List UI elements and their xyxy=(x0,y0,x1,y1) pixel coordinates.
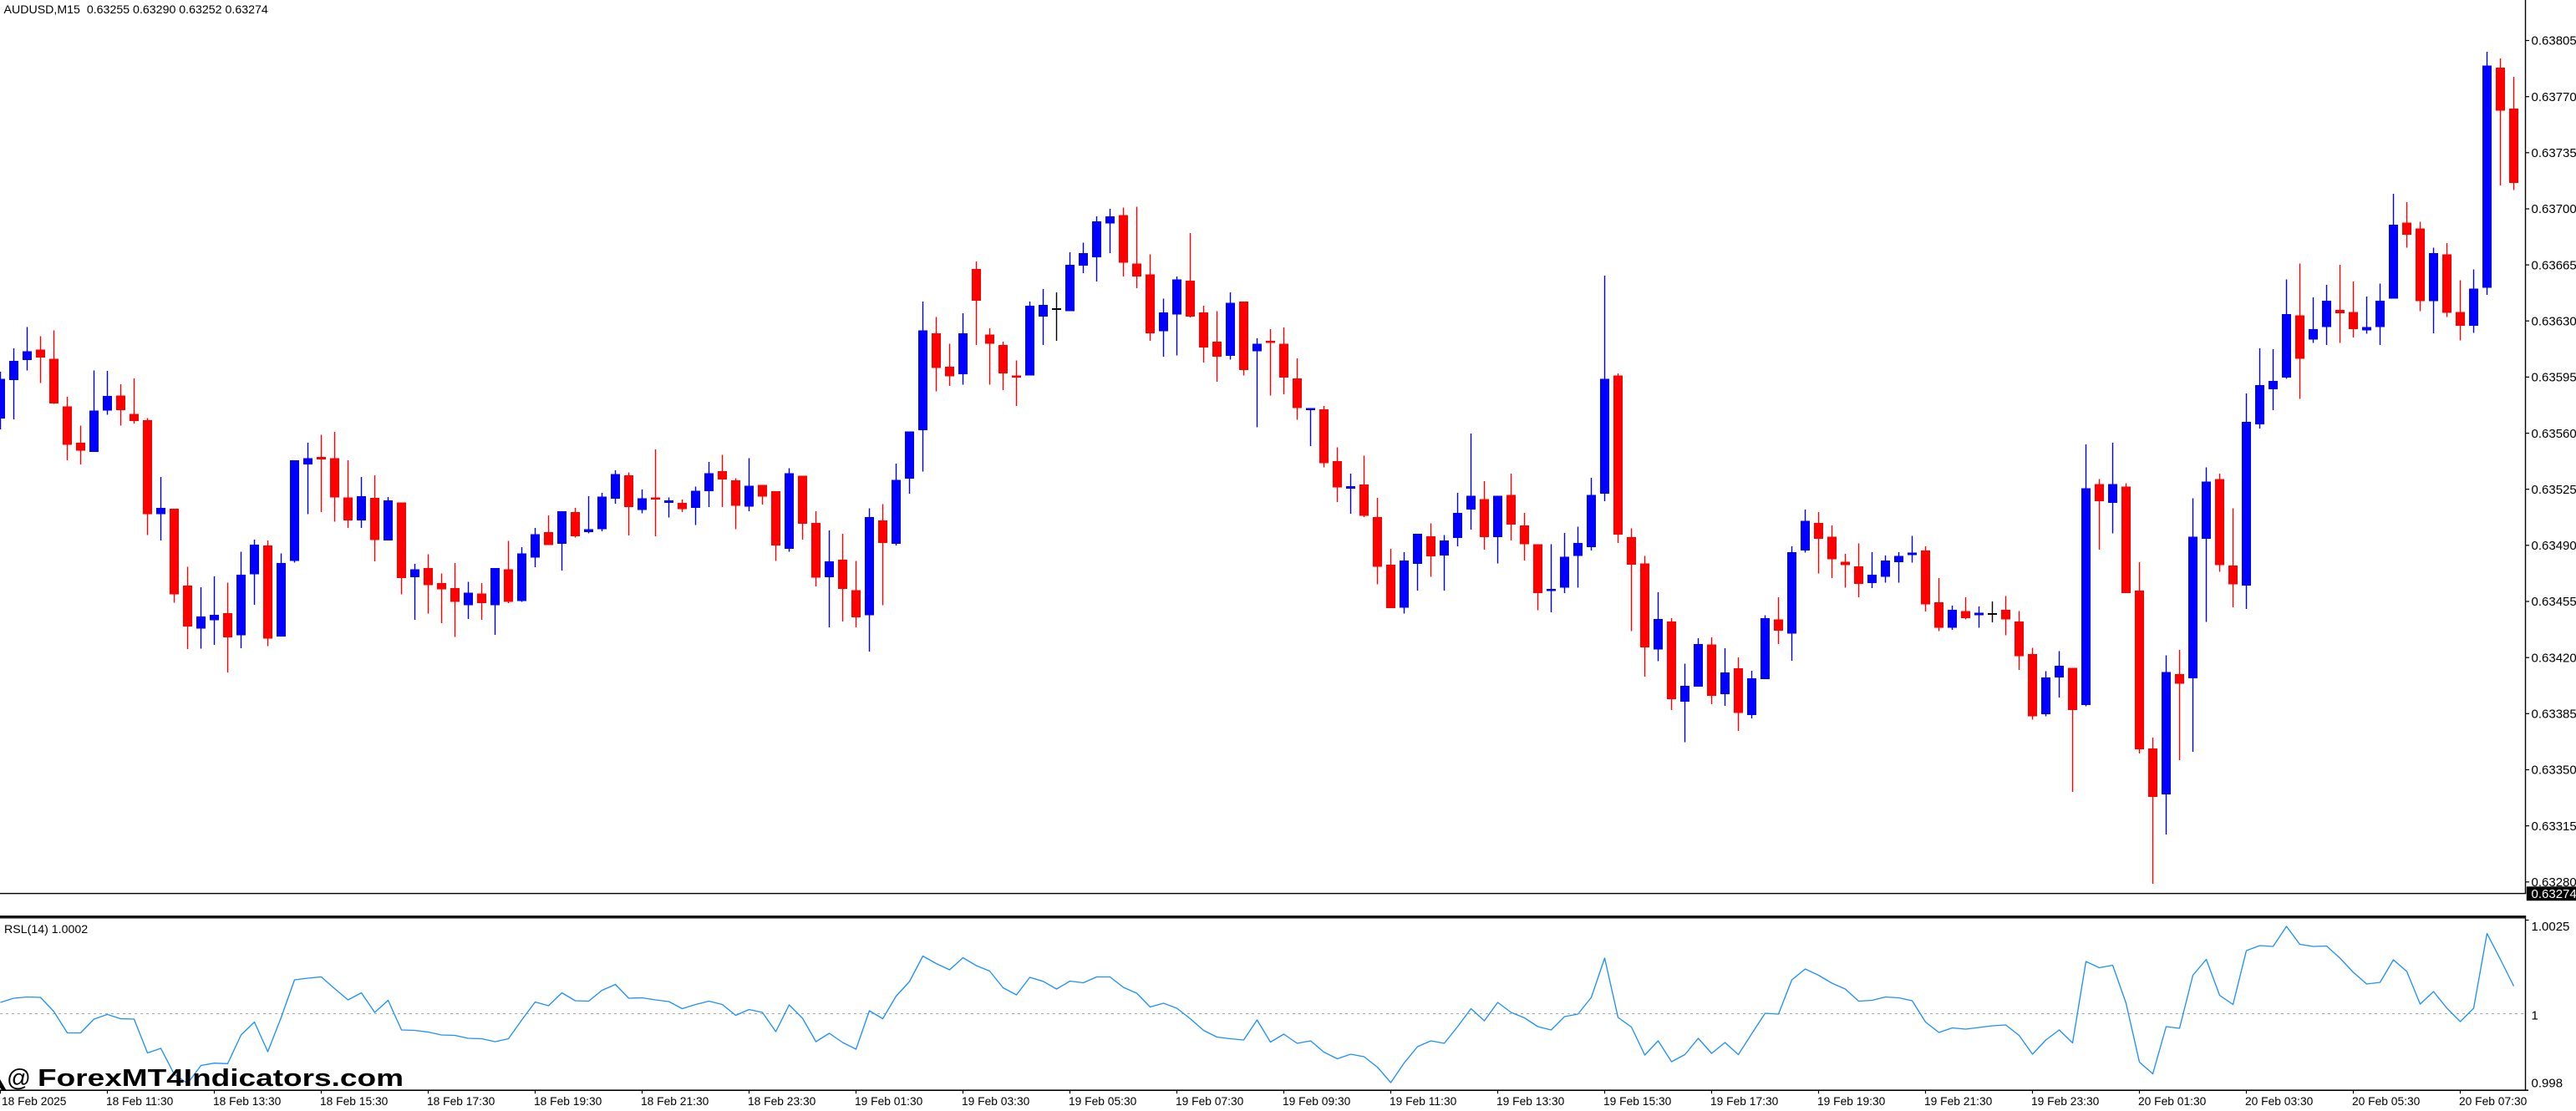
svg-text:19 Feb 03:30: 19 Feb 03:30 xyxy=(962,1095,1030,1107)
svg-text:18 Feb 21:30: 18 Feb 21:30 xyxy=(641,1095,709,1107)
svg-text:0.63490: 0.63490 xyxy=(2532,539,2576,553)
svg-text:19 Feb 17:30: 19 Feb 17:30 xyxy=(1710,1095,1779,1107)
svg-text:0.63350: 0.63350 xyxy=(2532,763,2576,778)
svg-text:0.63315: 0.63315 xyxy=(2532,819,2576,834)
svg-text:20 Feb 03:30: 20 Feb 03:30 xyxy=(2245,1095,2314,1107)
svg-text:AUDUSD,M15 0.63255 0.63290 0.: AUDUSD,M15 0.63255 0.63290 0.63252 0.632… xyxy=(4,3,268,17)
svg-text:19 Feb 23:30: 19 Feb 23:30 xyxy=(2031,1095,2100,1107)
svg-text:0.998: 0.998 xyxy=(2532,1077,2563,1091)
svg-text:0.63630: 0.63630 xyxy=(2532,314,2576,328)
svg-text:20 Feb 01:30: 20 Feb 01:30 xyxy=(2138,1095,2207,1107)
svg-text:18 Feb 13:30: 18 Feb 13:30 xyxy=(213,1095,282,1107)
svg-text:0.63385: 0.63385 xyxy=(2532,708,2576,722)
svg-text:RSL(14) 1.0002: RSL(14) 1.0002 xyxy=(4,923,88,936)
svg-text:19 Feb 07:30: 19 Feb 07:30 xyxy=(1176,1095,1244,1107)
svg-text:0.63735: 0.63735 xyxy=(2532,146,2576,160)
svg-text:19 Feb 01:30: 19 Feb 01:30 xyxy=(855,1095,923,1107)
svg-text:0.63805: 0.63805 xyxy=(2532,34,2576,48)
svg-text:18 Feb 15:30: 18 Feb 15:30 xyxy=(320,1095,389,1107)
svg-text:0.63560: 0.63560 xyxy=(2532,427,2576,441)
svg-text:0.63420: 0.63420 xyxy=(2532,651,2576,665)
svg-text:0.63455: 0.63455 xyxy=(2532,595,2576,609)
svg-text:1.0025: 1.0025 xyxy=(2532,920,2570,934)
svg-text:20 Feb 07:30: 20 Feb 07:30 xyxy=(2459,1095,2528,1107)
svg-text:18 Feb 11:30: 18 Feb 11:30 xyxy=(106,1095,174,1107)
svg-text:0.63525: 0.63525 xyxy=(2532,483,2576,497)
svg-text:19 Feb 11:30: 19 Feb 11:30 xyxy=(1390,1095,1457,1107)
svg-text:20 Feb 05:30: 20 Feb 05:30 xyxy=(2352,1095,2421,1107)
svg-text:19 Feb 21:30: 19 Feb 21:30 xyxy=(1924,1095,1993,1107)
svg-text:18 Feb 23:30: 18 Feb 23:30 xyxy=(748,1095,816,1107)
svg-text:0.63274: 0.63274 xyxy=(2532,887,2576,901)
svg-text:19 Feb 19:30: 19 Feb 19:30 xyxy=(1817,1095,1886,1107)
svg-text:0.63770: 0.63770 xyxy=(2532,90,2576,104)
svg-text:19 Feb 13:30: 19 Feb 13:30 xyxy=(1496,1095,1565,1107)
svg-text:19 Feb 05:30: 19 Feb 05:30 xyxy=(1069,1095,1137,1107)
svg-text:ForexMT4Indicators.com: ForexMT4Indicators.com xyxy=(38,1065,404,1092)
svg-text:0.63595: 0.63595 xyxy=(2532,371,2576,385)
svg-text:0.63665: 0.63665 xyxy=(2532,258,2576,272)
svg-text:1: 1 xyxy=(2532,1009,2538,1023)
svg-text:18 Feb 19:30: 18 Feb 19:30 xyxy=(534,1095,602,1107)
svg-text:19 Feb 15:30: 19 Feb 15:30 xyxy=(1603,1095,1672,1107)
svg-text:18 Feb 17:30: 18 Feb 17:30 xyxy=(427,1095,495,1107)
svg-text:18 Feb 2025: 18 Feb 2025 xyxy=(2,1095,67,1107)
svg-text:@: @ xyxy=(7,1065,31,1092)
svg-text:19 Feb 09:30: 19 Feb 09:30 xyxy=(1283,1095,1351,1107)
svg-text:0.63700: 0.63700 xyxy=(2532,202,2576,216)
